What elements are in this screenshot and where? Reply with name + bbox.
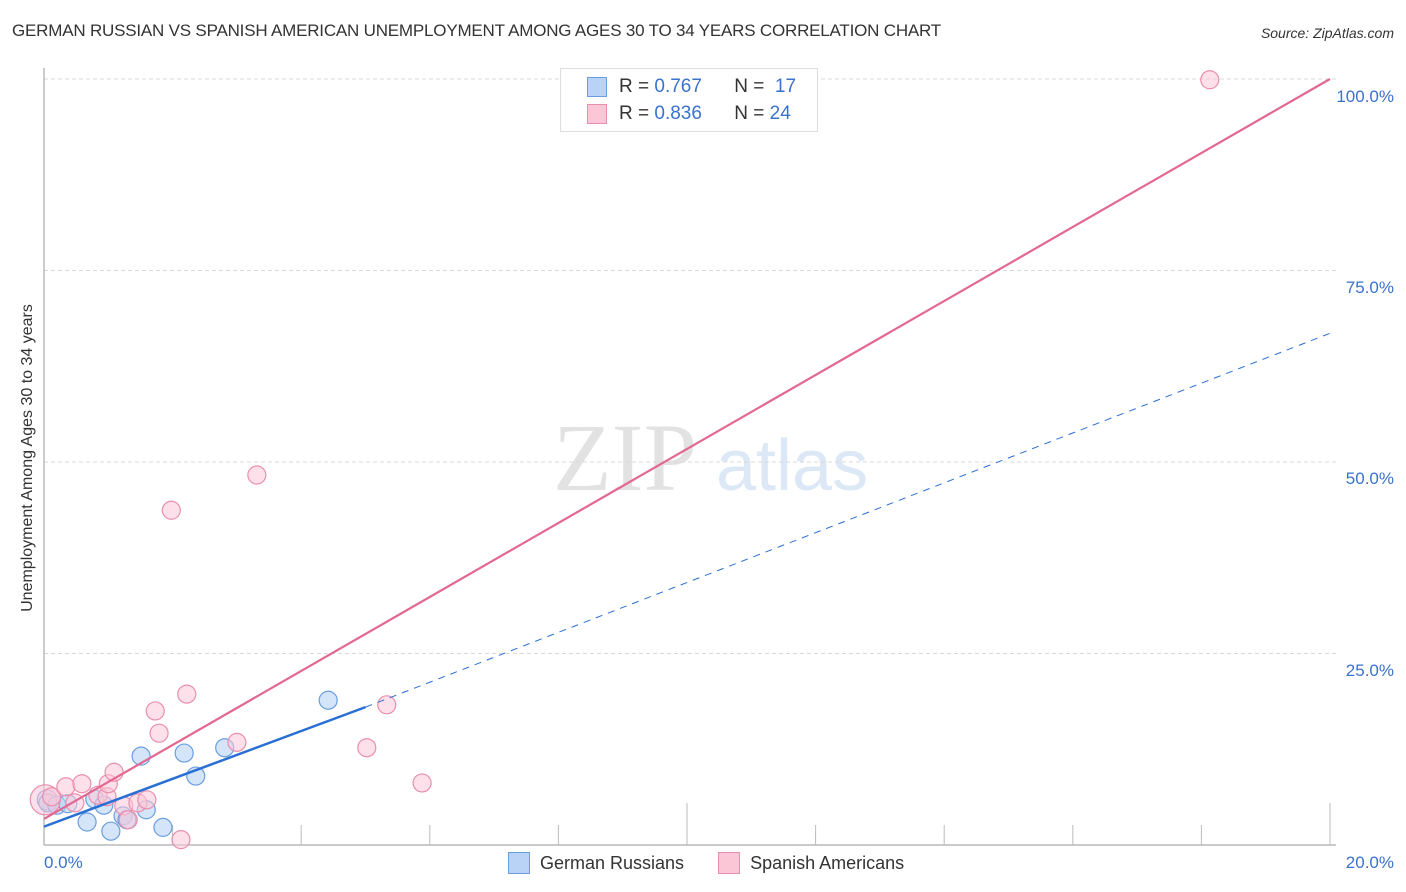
legend-label: Spanish Americans: [750, 852, 905, 873]
axes: [43, 68, 1336, 846]
series-legend: German Russians Spanish Americans: [508, 852, 938, 874]
y-tick-100: 100.0%: [1336, 87, 1394, 106]
data-point: [101, 821, 121, 841]
x-tick-max: 20.0%: [1345, 853, 1394, 872]
data-point: [1200, 70, 1220, 90]
data-point: [42, 787, 62, 807]
data-point: [137, 790, 157, 810]
german-russians-points: [36, 690, 338, 841]
x-tick-min: 0.0%: [44, 853, 83, 872]
data-point: [145, 701, 165, 721]
y-tick-75: 75.0%: [1345, 278, 1394, 297]
data-point: [247, 465, 267, 485]
source-label: Source: ZipAtlas.com: [1260, 25, 1394, 41]
legend-label: German Russians: [540, 852, 685, 873]
data-point: [171, 830, 191, 850]
pink-swatch-icon: [587, 104, 607, 124]
data-point: [149, 723, 169, 743]
data-point: [227, 732, 247, 752]
blue-trend-line: [43, 705, 366, 828]
stats-row-german-russians: R = 0.767 N = 17: [587, 75, 796, 99]
legend-item-german-russians[interactable]: German Russians: [508, 852, 684, 874]
data-point: [77, 812, 97, 832]
watermark-zip: ZIP: [553, 404, 697, 511]
blue-swatch-icon: [508, 852, 530, 874]
r-value: 0.767: [654, 76, 702, 97]
data-point: [177, 684, 197, 704]
r-label: R =: [619, 76, 650, 97]
y-tick-50: 50.0%: [1345, 469, 1394, 488]
r-label: R =: [619, 103, 650, 124]
n-label: N =: [734, 103, 765, 124]
pink-swatch-icon: [718, 852, 741, 874]
data-point: [412, 773, 432, 793]
gridlines: [44, 78, 1336, 654]
data-point: [72, 774, 92, 794]
data-point: [56, 777, 76, 797]
data-point: [153, 817, 173, 837]
data-point: [318, 690, 338, 710]
data-point: [161, 500, 181, 520]
stats-legend: R = 0.767 N = 17 R = 0.836 N = 24: [560, 68, 818, 132]
data-point: [174, 743, 194, 763]
blue-trend-extension: [365, 332, 1331, 708]
trend-lines: [43, 78, 1331, 828]
pink-trend-line: [43, 78, 1331, 820]
n-label: N =: [734, 76, 765, 97]
n-value: 17: [774, 76, 797, 97]
r-value: 0.836: [654, 103, 702, 124]
y-tick-25: 25.0%: [1345, 661, 1394, 680]
legend-item-spanish-americans[interactable]: Spanish Americans: [718, 852, 904, 874]
watermark-atlas: atlas: [716, 426, 868, 506]
data-point: [118, 810, 138, 830]
chart-title: GERMAN RUSSIAN VS SPANISH AMERICAN UNEMP…: [12, 21, 941, 40]
data-point: [357, 738, 377, 758]
stats-row-spanish-americans: R = 0.836 N = 24: [587, 102, 791, 126]
n-value: 24: [769, 103, 791, 124]
data-point: [377, 695, 397, 715]
blue-swatch-icon: [587, 77, 607, 97]
